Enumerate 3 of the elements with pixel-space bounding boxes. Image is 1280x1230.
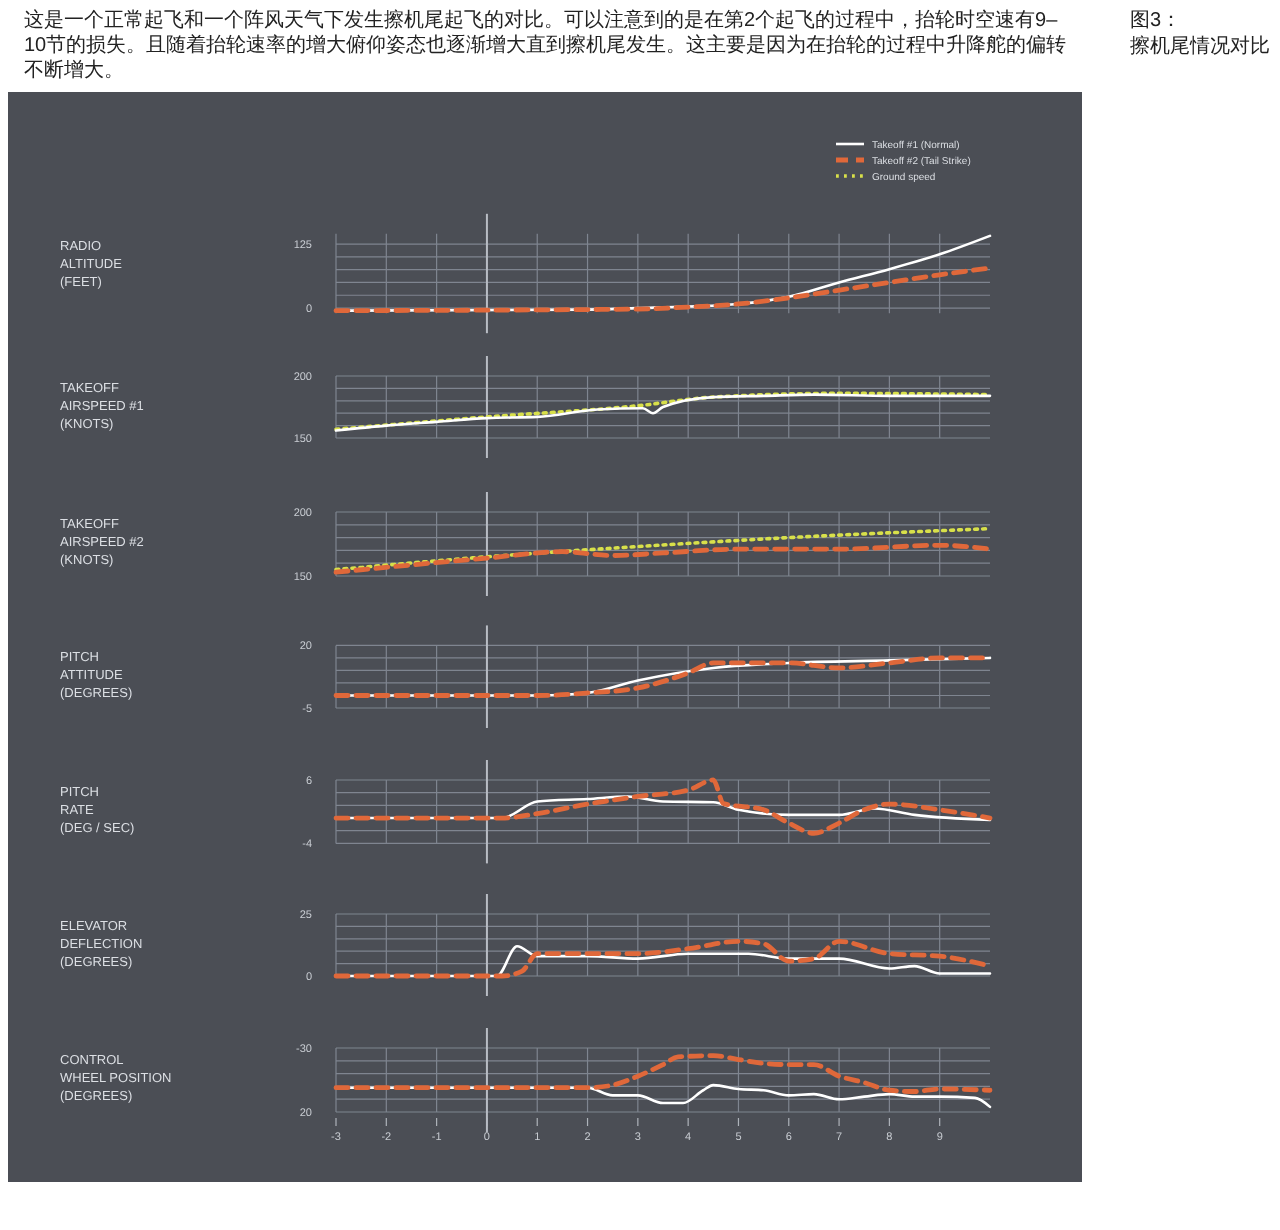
text: 擦机尾情况对比 [1130,34,1270,58]
caption: 图3： [1130,10,1182,32]
chart-title: 这是一个正常起飞和一个阵风天气下发生擦机尾起飞的对比。可以注意到的是在第2个起飞的过程中，抬轮时空速有9–10节的损失。且随着抬轮速率的增大俯仰姿态也逐渐增大直到擦机尾发生。这主要是因为在抬轮的过程中升降舵的偏转不断增大。 [24,8,1067,82]
